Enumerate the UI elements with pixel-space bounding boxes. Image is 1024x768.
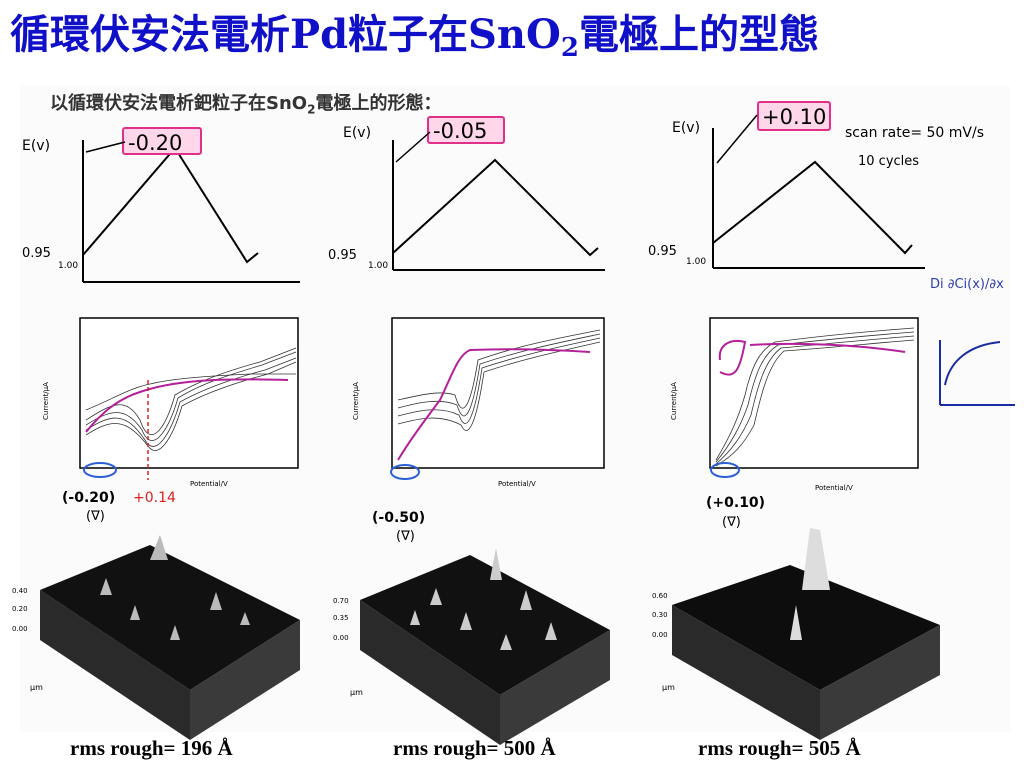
cv-3-note: (+0.10)	[706, 495, 765, 511]
waveform-2-line	[392, 158, 599, 257]
afm-3-surface	[672, 565, 940, 690]
scan-caption: 以循環伏安法電析鈀粒子在SnO2電極上的形態：	[50, 89, 441, 117]
afm-2-peaks	[410, 548, 557, 650]
waveform-1-start-value: 0.95	[22, 246, 51, 261]
waveform-3-ylabel: E(v)	[672, 120, 700, 136]
cv-3-xlabel: Potential/V	[815, 484, 853, 492]
cv-3-note-sub: (∇)	[722, 515, 741, 530]
afm-3-side-left	[672, 605, 820, 740]
cv-1-cycles	[85, 347, 297, 451]
cv-3-start-circle	[710, 462, 740, 478]
cycles-note: 10 cycles	[858, 154, 919, 169]
cv-1-red-note: +0.14	[133, 490, 176, 506]
waveform-3-highlight-box	[757, 101, 831, 131]
waveform-1-highlight-box	[122, 127, 202, 155]
afm-3-peaks	[790, 528, 830, 640]
cv-2-frame	[391, 317, 605, 469]
cv-1-note: (-0.20)	[62, 490, 115, 506]
cv-1-frame	[79, 317, 299, 469]
title-tail: 電極上的型態	[578, 11, 819, 58]
afm-1-z-tick-bottom: 0.00	[12, 625, 28, 633]
scan-caption-subscript: 2	[307, 102, 316, 117]
scan-caption-main: 以循環伏安法電析鈀粒子在SnO	[50, 93, 308, 114]
title-subscript: 2	[560, 33, 579, 63]
waveform-2-potential-label: -0.05	[433, 119, 487, 143]
waveform-2-start-value: 0.95	[328, 248, 357, 263]
waveform-panel-3: E(v) 0.95 1.00 +0.10 scan rate= 50 mV/s …	[648, 101, 1004, 292]
waveform-2-pointer	[395, 131, 431, 163]
afm-3-side-right	[820, 625, 940, 740]
afm-1-side-left	[40, 590, 190, 740]
cv-1-xlabel: Potential/V	[190, 480, 228, 488]
afm-2-z-tick-top: 0.70	[333, 597, 349, 605]
cv-1-note-sub: (∇)	[86, 509, 105, 524]
cv-2-start-circle	[390, 464, 420, 480]
waveform-panel-2: E(v) 0.95 1.00 -0.05	[328, 116, 605, 271]
slide-title: 循環伏安法電析Pd粒子在SnO2電極上的型態	[0, 0, 1024, 70]
afm-2-side-right	[500, 630, 610, 745]
cv-2-first-cycle	[397, 348, 591, 461]
afm-3-z-tick-mid: 0.30	[652, 611, 668, 619]
waveform-1-bottom-value: 1.00	[58, 261, 78, 271]
cv-panel-3: (+0.10) (∇) Potential/V Current/μA	[670, 317, 1015, 530]
afm-1-side-right	[190, 620, 300, 740]
scan-rate-note: scan rate= 50 mV/s	[845, 125, 984, 141]
waveform-2-ylabel: E(v)	[343, 125, 371, 141]
cv-3-cycles	[715, 327, 915, 467]
afm-panel-1: 0.40 0.20 0.00 μm	[12, 535, 300, 740]
cv-panel-1: (-0.20) (∇) +0.14 Potential/V Current/μA	[42, 317, 299, 524]
afm-2-side-left	[360, 600, 500, 745]
cv-2-note: (-0.50)	[372, 510, 425, 526]
afm-3-z-tick-top: 0.60	[652, 592, 668, 600]
rms-caption-3: rms rough= 505 Å	[698, 736, 861, 760]
waveform-3-pointer	[716, 114, 758, 164]
afm-panel-3: 0.60 0.30 0.00 μm	[652, 528, 940, 740]
waveform-3-potential-label: +0.10	[762, 105, 826, 129]
afm-3-unit: μm	[662, 683, 675, 692]
cv-2-note-sub: (∇)	[396, 529, 415, 544]
afm-2-unit: μm	[350, 688, 363, 697]
diffusion-sketch	[939, 340, 1015, 406]
flux-formula: Di ∂Ci(x)/∂x	[930, 277, 1004, 292]
waveform-1-line	[82, 146, 259, 264]
cv-2-xlabel: Potential/V	[498, 480, 536, 488]
waveform-panel-1: E(v) 0.95 1.00 -0.20	[22, 127, 300, 283]
cv-1-start-circle	[83, 462, 117, 478]
waveform-1-pointer	[85, 141, 126, 153]
cv-1-ylabel: Current/μA	[42, 382, 50, 420]
cv-3-ylabel: Current/μA	[670, 382, 678, 420]
waveform-1-ylabel: E(v)	[22, 138, 50, 154]
cv-3-first-cycle	[718, 340, 906, 376]
waveform-3-start-value: 0.95	[648, 244, 677, 259]
afm-1-z-tick-mid: 0.20	[12, 605, 28, 613]
afm-2-surface	[360, 555, 610, 695]
waveform-2-highlight-box	[427, 116, 505, 144]
waveform-2-bottom-value: 1.00	[368, 261, 388, 271]
title-main: 循環伏安法電析Pd粒子在SnO	[10, 11, 561, 58]
waveform-1-potential-label: -0.20	[128, 131, 182, 155]
cv-panel-2: (-0.50) (∇) Potential/V Current/μA	[352, 317, 605, 544]
rms-caption-2: rms rough= 500 Å	[393, 736, 556, 760]
scan-caption-tail: 電極上的形態：	[315, 93, 442, 114]
afm-1-peaks	[100, 535, 250, 640]
rms-caption-1: rms rough= 196 Å	[70, 736, 233, 760]
afm-1-z-tick-top: 0.40	[12, 587, 28, 595]
afm-1-unit: μm	[30, 683, 43, 692]
afm-3-z-tick-bottom: 0.00	[652, 631, 668, 639]
waveform-3-line	[712, 160, 913, 255]
waveform-3-bottom-value: 1.00	[686, 257, 706, 267]
cv-2-cycles	[397, 329, 601, 431]
afm-panel-2: 0.70 0.35 0.00 μm	[333, 548, 610, 745]
cv-2-ylabel: Current/μA	[352, 382, 360, 420]
afm-2-z-tick-mid: 0.35	[333, 614, 349, 622]
afm-2-z-tick-bottom: 0.00	[333, 634, 349, 642]
